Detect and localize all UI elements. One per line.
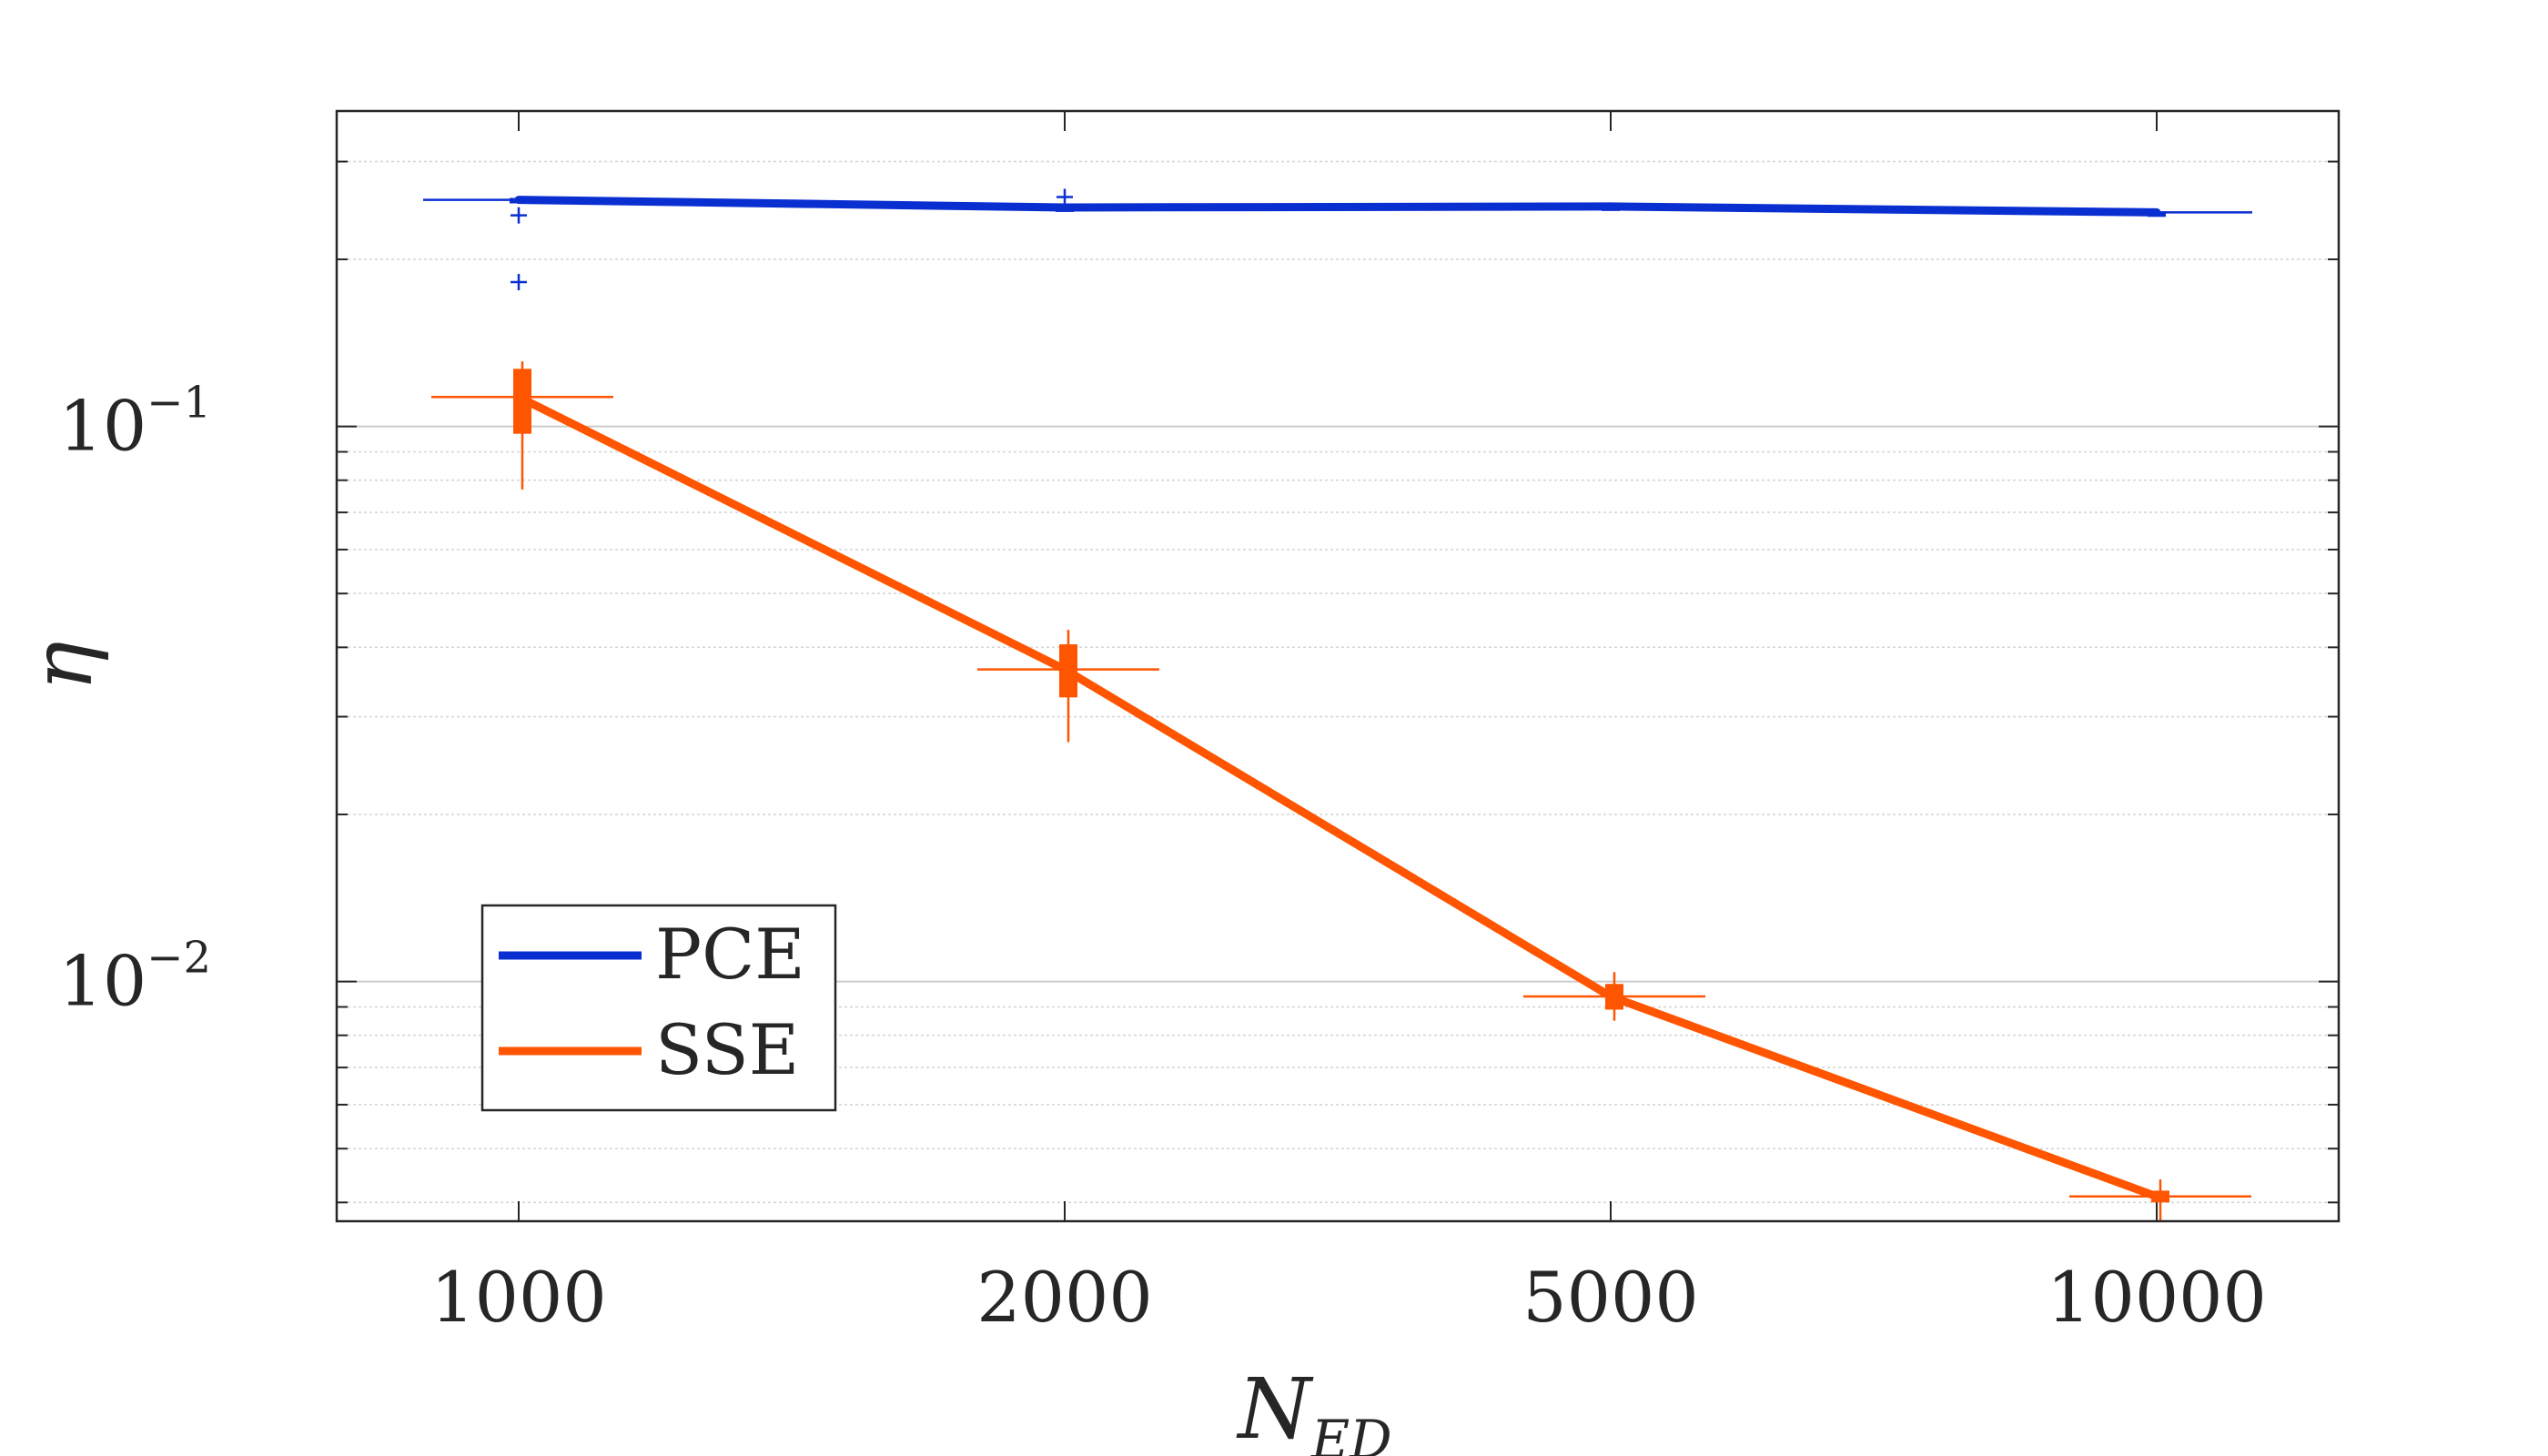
y-tick-label-exponent: −1: [147, 378, 211, 429]
x-tick-label: 2000: [976, 1257, 1152, 1338]
legend-box: [480, 904, 837, 1112]
y-tick-label-exponent: −2: [147, 933, 211, 984]
series-line-sse: [516, 393, 2159, 1201]
y-tick-label-base: 10: [59, 941, 147, 1022]
y-tick-label: 10−2: [59, 933, 211, 1022]
data-point-pce: [2152, 207, 2161, 217]
x-tick-label: 1000: [430, 1257, 606, 1338]
x-axis-label-main: N: [1236, 1360, 1314, 1456]
legend-label-pce: PCE: [655, 914, 805, 995]
y-tick-label: 10−1: [59, 378, 211, 467]
x-tick-label: 10000: [2047, 1257, 2267, 1338]
x-axis-label: NED: [1236, 1360, 1391, 1456]
y-axis-label: η: [14, 641, 111, 691]
data-point-sse: [514, 392, 523, 401]
line-layer: [514, 196, 2161, 1201]
series-line-pce: [518, 196, 2158, 217]
data-point-sse: [2152, 1192, 2161, 1201]
data-point-pce: [514, 196, 523, 205]
legend: PCE SSE: [480, 904, 837, 1112]
data-point-pce: [1606, 202, 1615, 211]
legend-label-sse: SSE: [655, 1009, 799, 1090]
data-point-sse: [1606, 992, 1615, 1001]
x-tick-label: 5000: [1522, 1257, 1698, 1338]
tick-layer: [337, 111, 2339, 1221]
plot-frame: [335, 109, 2341, 1223]
data-point-sse: [1060, 665, 1069, 674]
x-axis-label-subscript: ED: [1310, 1409, 1392, 1456]
y-tick-label-base: 10: [59, 386, 147, 467]
data-point-pce: [1060, 203, 1069, 212]
